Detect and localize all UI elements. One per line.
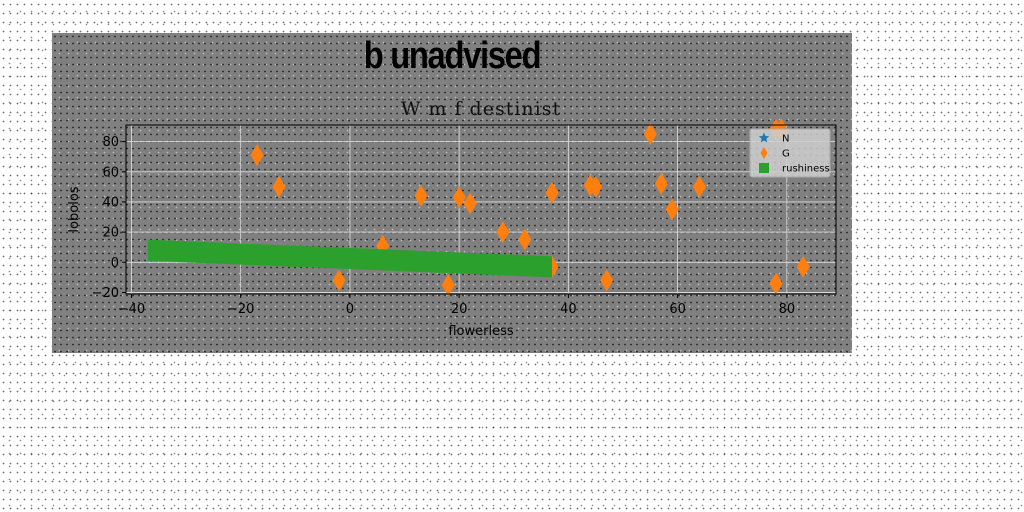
data-point [600, 269, 614, 292]
legend-marker-star-icon [758, 132, 770, 143]
data-point [665, 198, 679, 221]
data-point [441, 273, 455, 296]
x-tick-label: −20 [227, 302, 254, 317]
data-point [769, 272, 783, 295]
plot-frame [125, 124, 837, 295]
data-point [589, 175, 603, 198]
data-point [463, 192, 477, 215]
x-axis-label: flowerless [448, 324, 514, 339]
legend-marker-diamond-icon [760, 147, 768, 159]
x-tick-label: 40 [560, 302, 577, 317]
x-tick-label: 80 [779, 302, 796, 317]
x-tick-label: −40 [118, 302, 145, 317]
x-tick-label: 0 [346, 302, 354, 317]
legend-label: rushiness [782, 164, 830, 175]
chart: W m f destinist −40 −20 0 20 40 60 80−20020406… [67, 98, 837, 339]
data-point [496, 221, 510, 244]
y-tick-label: 40 [102, 195, 119, 210]
data-point [452, 186, 466, 209]
y-axis-label: lobolos [67, 186, 82, 232]
y-tick-label: 0 [111, 256, 119, 271]
legend-label: N [782, 134, 789, 145]
y-tick-label: 20 [102, 226, 119, 241]
x-tick-label: 60 [669, 302, 686, 317]
data-point [692, 175, 706, 198]
band-rushiness [147, 239, 552, 278]
data-point [376, 234, 390, 257]
points-layer [250, 118, 810, 296]
data-point [414, 184, 428, 207]
legend-marker-square-icon [759, 163, 769, 173]
legend-label: G [782, 149, 790, 160]
data-point [518, 228, 532, 251]
data-point [545, 181, 559, 204]
figure-suptitle: b unadvised [363, 35, 542, 77]
data-point [654, 172, 668, 195]
legend-box [749, 128, 831, 178]
data-point [272, 175, 286, 198]
data-point [250, 144, 264, 167]
x-tick-label: 20 [451, 302, 468, 317]
band-layer [147, 239, 552, 278]
data-point [796, 255, 810, 278]
data-point [332, 269, 346, 292]
y-tick-label: 80 [102, 135, 119, 150]
figure: b unadvised W m f destinist −40 −20 0 20 40 6… [52, 33, 852, 353]
y-tick-label: −20 [92, 286, 119, 301]
data-point [643, 123, 657, 146]
y-tick-label: 60 [102, 165, 119, 180]
chart-title: W m f destinist [401, 98, 561, 120]
